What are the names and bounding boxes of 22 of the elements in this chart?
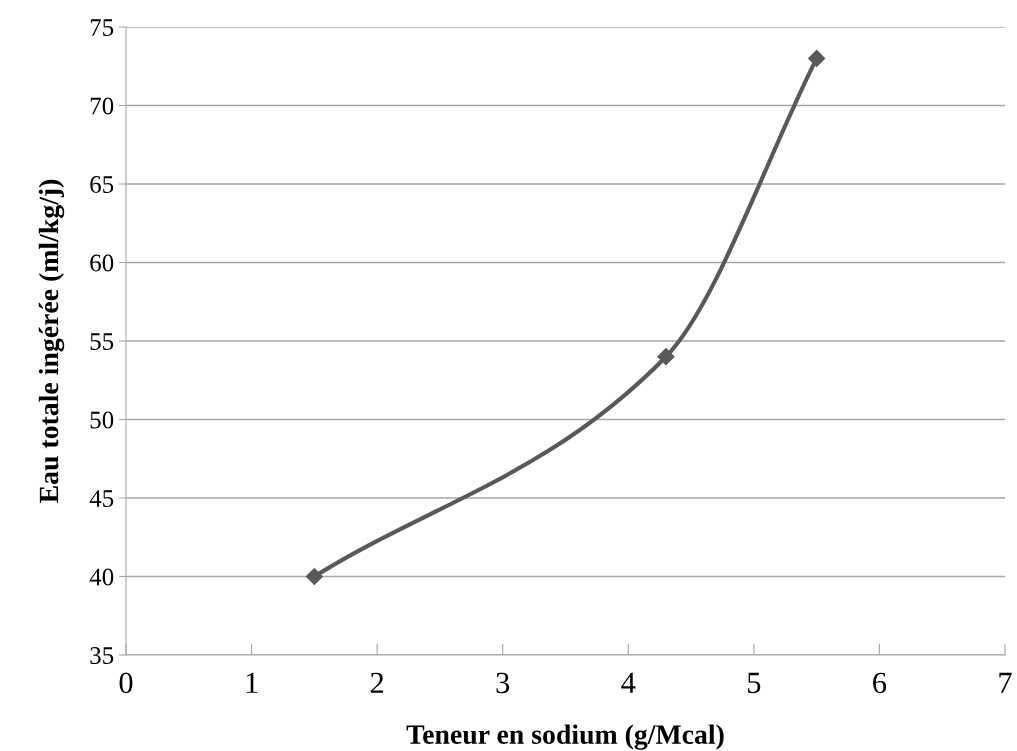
point	[657, 348, 675, 366]
y-tick-label: 75	[90, 19, 114, 36]
y-axis-title: Eau totale ingérée (ml/kg/j)	[38, 179, 65, 503]
y-tick-label: 50	[90, 411, 114, 429]
x-tick-label: 2	[370, 672, 384, 693]
x-tick-label: 1	[246, 672, 258, 693]
y-tick-label: 60	[90, 254, 114, 272]
x-tick-label: 4	[621, 672, 636, 693]
y-tick-label: 35	[90, 647, 114, 664]
x-tick-label: 3	[496, 672, 510, 694]
point	[305, 567, 323, 586]
x-tick-label: 0	[119, 672, 133, 694]
y-tick-label: 65	[90, 176, 114, 193]
y-tick-label: 55	[90, 333, 114, 350]
y-tick-label: 45	[89, 490, 114, 507]
x-axis-title: Teneur en sodium (g/Mcal)	[406, 724, 724, 750]
y-tick-label: 40	[89, 568, 114, 586]
x-tick-label: 5	[747, 672, 761, 694]
y-tick-label: 70	[90, 97, 114, 115]
point	[808, 49, 826, 67]
x-tick-label: 6	[873, 672, 887, 694]
x-tick-label: 7	[999, 672, 1012, 693]
